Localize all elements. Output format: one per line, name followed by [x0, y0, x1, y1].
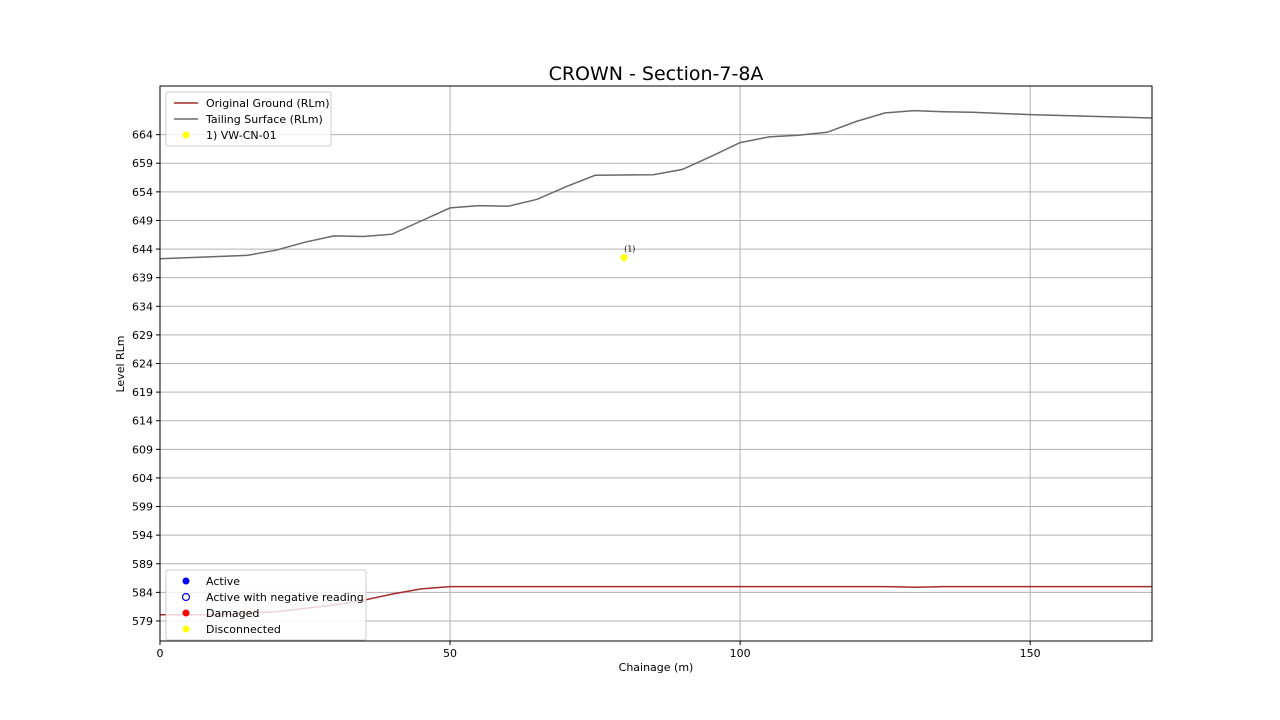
legend-label: Original Ground (RLm) [206, 97, 330, 110]
y-tick-label: 629 [132, 329, 153, 342]
y-tick-label: 639 [132, 272, 153, 285]
y-tick-label: 614 [132, 415, 153, 428]
legend-label: Active [206, 575, 240, 588]
legend-dot-swatch [182, 131, 190, 139]
x-axis: 0 50 100 150 [157, 641, 1041, 660]
y-tick-label: 609 [132, 443, 153, 456]
y-tick-label: 624 [132, 358, 153, 371]
y-axis: 579 584 589 594 599 604 609 614 619 624 629 634 639 6… [132, 129, 160, 628]
y-tick-label: 589 [132, 558, 153, 571]
y-tick-label: 654 [132, 186, 153, 199]
legend-label: Disconnected [206, 623, 281, 636]
instrument-point-label: (1) [624, 245, 635, 254]
y-tick-label: 584 [132, 586, 153, 599]
legend-status: Active Active with negative reading Damage… [165, 569, 367, 641]
y-tick-label: 634 [132, 300, 153, 313]
y-tick-label: 649 [132, 214, 153, 227]
y-tick-label: 659 [132, 157, 153, 170]
instrument-point [620, 254, 628, 262]
legend-box [165, 569, 367, 641]
x-tick-label: 100 [730, 647, 751, 660]
y-tick-label: 599 [132, 501, 153, 514]
legend-series: Original Ground (RLm) Tailing Surface (RL… [165, 91, 332, 147]
legend-label: Tailing Surface (RLm) [205, 113, 323, 126]
x-tick-label: 50 [443, 647, 457, 660]
y-tick-label: 594 [132, 529, 153, 542]
legend-box [165, 91, 332, 147]
legend-label: Damaged [206, 607, 259, 620]
y-tick-label: 664 [132, 129, 153, 142]
legend-ring-swatch [181, 592, 191, 602]
grid [159, 86, 1152, 641]
legend-label: 1) VW-CN-01 [206, 129, 277, 142]
series-layer [159, 109, 1153, 616]
y-tick-label: 619 [132, 386, 153, 399]
x-tick-label: 0 [157, 647, 164, 660]
series-line-2 [159, 109, 1153, 260]
legend-dot-swatch [182, 577, 190, 585]
y-tick-label: 604 [132, 472, 153, 485]
legend-dot-swatch [182, 609, 190, 617]
x-tick-label: 150 [1020, 647, 1041, 660]
chart-title: CROWN - Section-7-8A [549, 63, 764, 85]
y-axis-label: Level RLm [114, 335, 127, 392]
points-layer: (1) [620, 245, 635, 262]
legend-label: Active with negative reading [206, 591, 364, 604]
legend-dot-swatch [182, 625, 190, 633]
x-axis-label: Chainage (m) [619, 661, 694, 674]
y-tick-label: 579 [132, 615, 153, 628]
y-tick-label: 644 [132, 243, 153, 256]
